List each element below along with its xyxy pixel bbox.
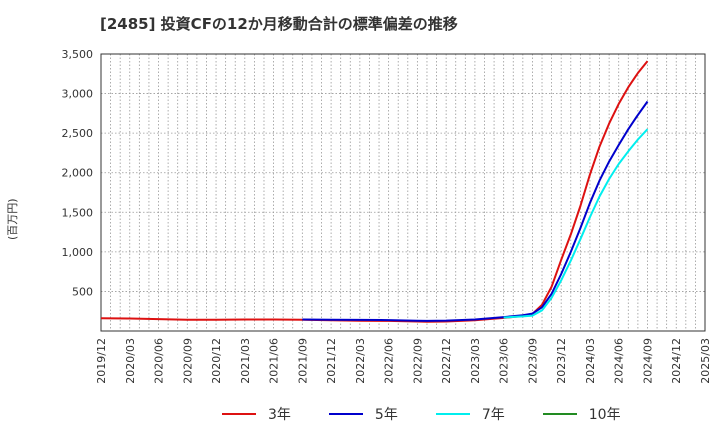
x-tick-label: 2024/09 [641,338,654,384]
x-tick-label: 2023/03 [469,338,482,384]
x-tick-label: 2024/12 [670,338,683,384]
legend-swatch [542,413,577,415]
plot-area [101,54,705,331]
x-tick-label: 2023/12 [555,338,568,384]
legend-swatch [328,413,363,415]
y-tick-label: 3,000 [62,88,94,101]
x-tick-label: 2020/12 [210,338,223,384]
x-tick-label: 2024/03 [584,338,597,384]
x-tick-label: 2019/12 [95,338,108,384]
legend-label: 10年 [588,407,621,423]
x-tick-label: 2021/12 [325,338,338,384]
x-tick-label: 2024/06 [613,338,626,384]
legend-item: 7年 [435,404,505,424]
legend-swatch [222,413,256,415]
y-tick-label: 2,000 [62,167,94,180]
x-tick-label: 2020/06 [153,338,166,384]
legend-label: 7年 [481,407,505,423]
x-tick-label: 2022/12 [440,338,453,384]
chart-title: [2485] 投資CFの12か月移動合計の標準偏差の推移 [100,15,458,33]
plot-border [100,53,706,332]
y-tick-label: 2,500 [62,127,94,140]
x-tick-label: 2025/03 [699,338,712,384]
y-tick-label: 1,500 [62,206,94,219]
legend-label: 5年 [374,407,398,423]
series-line-5年 [302,100,649,322]
series-line-7年 [503,128,649,319]
legend-swatch [435,413,470,415]
x-tick-label: 2021/09 [296,338,309,384]
x-tick-label: 2021/03 [239,338,252,384]
legend: 3年 5年 7年 10年 [222,404,659,424]
series-lines [100,60,649,323]
y-tick-labels: 500 1,000 1,500 2,000 2,500 3,000 3,500 [62,48,94,298]
x-tick-label: 2020/09 [181,338,194,384]
legend-item: 5年 [328,404,398,424]
x-tick-label: 2023/06 [498,338,511,384]
y-tick-label: 1,000 [62,246,94,259]
y-tick-label: 500 [72,285,93,298]
x-tick-label: 2020/03 [124,338,137,384]
legend-item: 3年 [222,404,291,424]
x-tick-label: 2022/09 [411,338,424,384]
legend-item: 10年 [542,404,621,424]
x-tick-label: 2022/06 [383,338,396,384]
x-tick-label: 2023/09 [526,338,539,384]
y-tick-label: 3,500 [62,48,94,61]
axes [100,53,706,332]
x-tick-labels: 2019/12 2020/03 2020/06 2020/09 2020/12 2021/… [95,338,712,384]
legend-label: 3年 [268,407,291,423]
x-tick-label: 2021/06 [268,338,281,384]
grid-lines [101,54,705,331]
x-tick-label: 2022/03 [354,338,367,384]
